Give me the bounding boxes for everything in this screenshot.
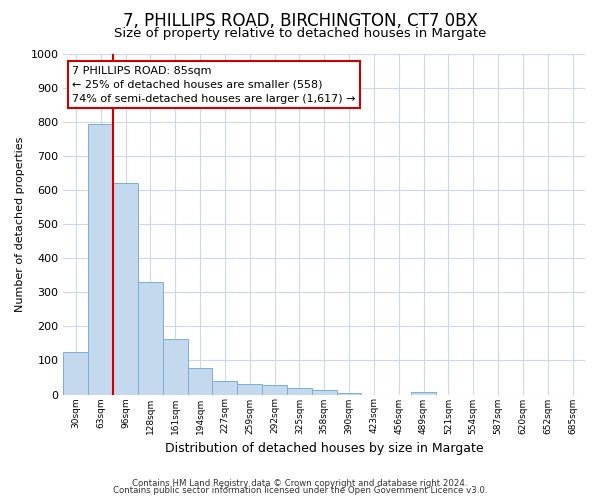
Bar (64, 352, 88, 395)
X-axis label: Distribution of detached houses by size in Margate: Distribution of detached houses by size … (165, 442, 484, 455)
Bar (188, 368, 212, 394)
Bar (237, 384, 262, 394)
Bar (312, 390, 337, 394)
Text: Size of property relative to detached houses in Margate: Size of property relative to detached ho… (114, 28, 486, 40)
Bar (88, 124, 113, 394)
Bar (337, 393, 361, 394)
Text: Contains public sector information licensed under the Open Government Licence v3: Contains public sector information licen… (113, 486, 487, 495)
Bar (212, 381, 237, 394)
Bar (138, 282, 163, 395)
Bar (262, 386, 287, 394)
Bar (411, 392, 436, 394)
Bar (287, 388, 312, 394)
Y-axis label: Number of detached properties: Number of detached properties (15, 136, 25, 312)
Text: 7, PHILLIPS ROAD, BIRCHINGTON, CT7 0BX: 7, PHILLIPS ROAD, BIRCHINGTON, CT7 0BX (122, 12, 478, 30)
Text: Contains HM Land Registry data © Crown copyright and database right 2024.: Contains HM Land Registry data © Crown c… (132, 478, 468, 488)
Bar (113, 184, 138, 394)
Text: 7 PHILLIPS ROAD: 85sqm
← 25% of detached houses are smaller (558)
74% of semi-de: 7 PHILLIPS ROAD: 85sqm ← 25% of detached… (72, 66, 356, 104)
Bar (163, 339, 188, 394)
